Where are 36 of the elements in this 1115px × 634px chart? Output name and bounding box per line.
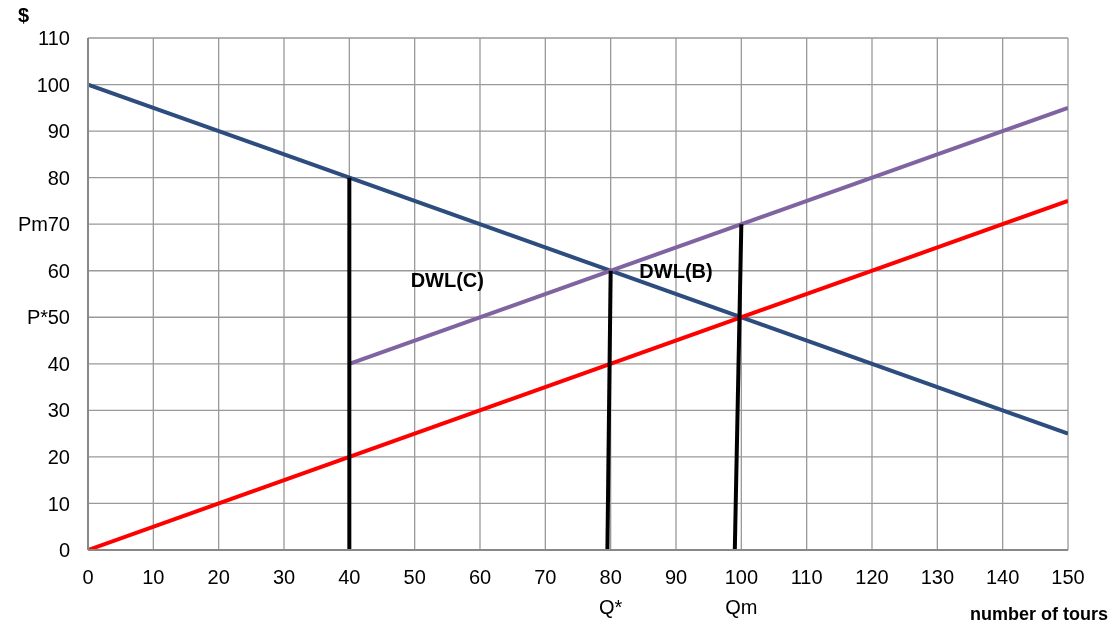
y-tick-label: 20 bbox=[47, 446, 70, 469]
x-tick-label: 120 bbox=[855, 566, 889, 589]
y-tick-label: 40 bbox=[47, 352, 70, 375]
y-tick-label: 90 bbox=[47, 120, 70, 143]
y-tick-label: 0 bbox=[58, 539, 70, 562]
x-tick-label: 90 bbox=[664, 566, 688, 589]
x-tick-label: 130 bbox=[920, 566, 955, 589]
x-tick-label: 10 bbox=[142, 566, 165, 589]
y-tick-label: 30 bbox=[47, 399, 70, 422]
x-tick-label: 140 bbox=[985, 566, 1020, 589]
annotation: DWL(B) bbox=[639, 259, 713, 282]
y-tick-label: 70 bbox=[47, 213, 70, 236]
text: P* bbox=[26, 306, 49, 329]
text: Qm bbox=[725, 596, 758, 618]
y-tick-label: 110 bbox=[38, 27, 70, 50]
x-tick-label: 100 bbox=[724, 566, 759, 589]
y-tick-label: 10 bbox=[47, 492, 70, 515]
x-tick-label: 70 bbox=[534, 566, 557, 589]
x-tick-label: 30 bbox=[272, 566, 296, 589]
y-axis-title: $ bbox=[18, 4, 30, 27]
x-tick-label: 20 bbox=[207, 566, 230, 589]
y-tick-label: 80 bbox=[47, 166, 70, 189]
y-tick-label: 50 bbox=[47, 306, 70, 329]
x-tick-label: 80 bbox=[599, 566, 622, 589]
text: Q* bbox=[598, 596, 623, 618]
x-tick-label: 40 bbox=[338, 566, 361, 589]
y-tick-label: 60 bbox=[47, 259, 70, 282]
text: Pm bbox=[18, 213, 48, 236]
x-tick-label: 60 bbox=[468, 566, 492, 589]
x-tick-label: 0 bbox=[82, 566, 94, 589]
x-tick-label: 150 bbox=[1051, 566, 1085, 589]
annotation: DWL(C) bbox=[410, 269, 484, 292]
y-tick-label: 100 bbox=[36, 73, 70, 96]
x-tick-label: 50 bbox=[403, 566, 426, 589]
x-tick-label: 110 bbox=[790, 566, 823, 589]
x-axis-title: number of tours bbox=[970, 604, 1108, 624]
